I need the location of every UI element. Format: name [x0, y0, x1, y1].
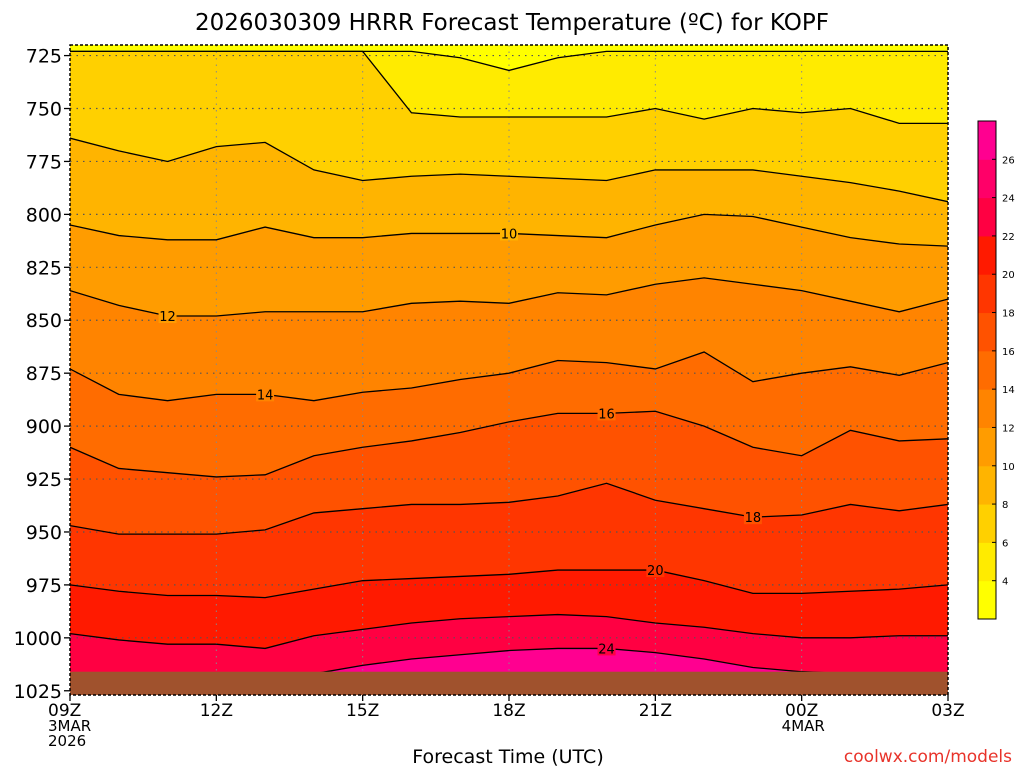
x-tick-label-18-0: 03Z — [931, 701, 964, 721]
y-tick-label-875: 875 — [26, 363, 62, 385]
colorbar-swatch-16 — [978, 312, 996, 352]
isotherm-label-bg-20 — [646, 563, 665, 578]
colorbar-label-10: 10 — [1002, 462, 1015, 473]
x-tick-label-0-0: 09Z — [48, 701, 81, 721]
y-tick-label-1000: 1000 — [14, 628, 62, 650]
x-axis-label: Forecast Time (UTC) — [412, 746, 603, 768]
colorbar-swatch-6 — [978, 504, 996, 543]
isotherm-label-bg-16 — [597, 406, 616, 421]
y-tick-label-925: 925 — [26, 469, 62, 491]
x-tick-label-15-0: 00Z — [785, 701, 818, 721]
colorbar-label-14: 14 — [1002, 385, 1015, 396]
y-tick-label-800: 800 — [26, 204, 62, 226]
y-tick-label-750: 750 — [26, 99, 62, 121]
y-tick-label-850: 850 — [26, 310, 62, 332]
y-tick-label-825: 825 — [26, 257, 62, 279]
x-tick-label-0-1: 3MAR — [48, 717, 91, 735]
isotherm-label-12: 12 — [159, 310, 176, 325]
y-tick-label-975: 975 — [26, 575, 62, 597]
colorbar-swatch-14 — [978, 350, 996, 390]
plot-area: 10 12 14 16 18 20 24 — [69, 44, 949, 696]
x-tick-label-9-0: 18Z — [492, 701, 525, 721]
colorbar-label-12: 12 — [1002, 423, 1015, 434]
colorbar-label-20: 20 — [1002, 270, 1015, 281]
isotherm-label-24: 24 — [598, 642, 615, 657]
isotherm-16 — [70, 410, 948, 478]
y-tick-label-725: 725 — [26, 46, 62, 68]
colorbar-swatch-10 — [978, 427, 996, 467]
isotherm-label-bg-10 — [500, 226, 518, 241]
colorbar-frame — [977, 120, 997, 620]
y-tick-label-775: 775 — [26, 151, 62, 173]
plot-clip-group: 10 12 14 16 18 20 24 — [70, 45, 948, 695]
ground-surface — [70, 671, 948, 695]
colorbar-label-8: 8 — [1002, 500, 1008, 511]
y-tick-label-900: 900 — [26, 416, 62, 438]
isotherm-label-bg-12 — [158, 309, 177, 324]
isotherm-18 — [70, 482, 948, 535]
colorbar-label-22: 22 — [1002, 232, 1015, 243]
colorbar-label-6: 6 — [1002, 538, 1008, 549]
isotherm-label-bg-14 — [256, 387, 275, 402]
isotherm-20 — [70, 569, 948, 599]
x-tick-label-12-0: 21Z — [639, 701, 672, 721]
colorbar-swatch-12 — [978, 389, 996, 428]
isotherm-label-bg-18 — [743, 510, 762, 525]
x-tick-label-3-0: 12Z — [200, 701, 233, 721]
y-tick-label-1025: 1025 — [14, 681, 62, 703]
isotherm-label-20: 20 — [647, 564, 664, 579]
x-tick-label-6-0: 15Z — [346, 701, 379, 721]
isotherm-8 — [70, 137, 948, 203]
colorbar-label-16: 16 — [1002, 347, 1015, 358]
isotherm-label-14: 14 — [257, 388, 274, 403]
colorbar-swatch-8 — [978, 465, 996, 505]
colorbar-swatch-4 — [978, 542, 996, 582]
colorbar-swatch-20 — [978, 235, 996, 275]
credit-text[interactable]: coolwx.com/models — [844, 747, 1012, 767]
isotherm-22 — [70, 613, 948, 650]
y-axis: 725 750 775 800 825 850 875 900 925 950 975 1000 102… — [14, 46, 70, 703]
isotherm-14 — [70, 351, 948, 402]
colorbar-swatch-2 — [978, 580, 996, 620]
x-tick-label-15-1: 4MAR — [782, 717, 825, 735]
colorbar-swatch-18 — [978, 274, 996, 314]
colorbar-label-24: 24 — [1002, 194, 1015, 205]
isotherm-12 — [70, 277, 948, 317]
isotherm-label-bg-24 — [597, 641, 616, 656]
isotherm-label-10: 10 — [501, 227, 518, 242]
isotherm-label-18: 18 — [745, 511, 762, 526]
colorbar-label-18: 18 — [1002, 309, 1015, 320]
colorbar-swatch-26 — [978, 121, 996, 160]
colorbar: 4 6 8 10 12 14 16 18 20 22 24 26 — [977, 120, 1015, 620]
isotherm-label-16: 16 — [598, 407, 615, 422]
y-tick-label-950: 950 — [26, 522, 62, 544]
colorbar-swatch-24 — [978, 159, 996, 199]
chart-title: 2026030309 HRRR Forecast Temperature (ºC… — [195, 10, 829, 36]
colorbar-label-4: 4 — [1002, 577, 1008, 588]
colorbar-swatch-22 — [978, 197, 996, 237]
isotherm-6 — [70, 50, 948, 124]
temperature-band-4 — [70, 45, 948, 71]
x-tick-label-0-2: 2026 — [48, 732, 86, 750]
colorbar-label-26: 26 — [1002, 155, 1015, 166]
